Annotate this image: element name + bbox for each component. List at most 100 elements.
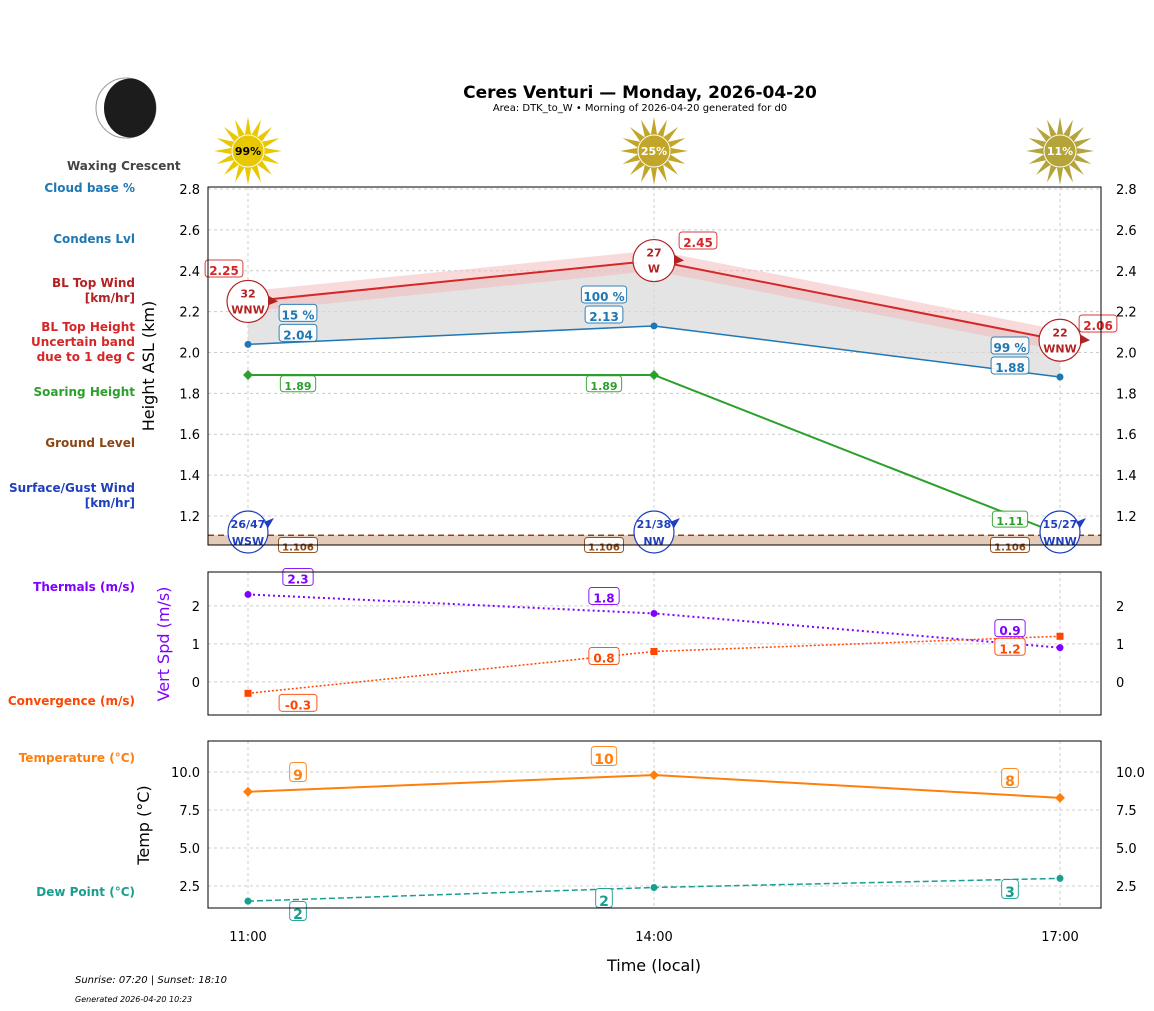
panel-frame (207, 740, 1102, 909)
ground-label: 1.106 (588, 543, 620, 554)
wind-arrow-icon (674, 254, 684, 265)
ground-label: 1.106 (282, 543, 314, 554)
condens-label-box (990, 356, 1030, 375)
surface-wind-dir: WNW (1043, 535, 1076, 548)
convergence-label-box (588, 646, 620, 665)
y-tick-label-right: 2.8 (1116, 183, 1137, 198)
thermals-label: 1.8 (593, 592, 614, 606)
temperature-label: 9 (293, 768, 303, 784)
chart-subtitle: Area: DTK_to_W • Morning of 2026-04-20 g… (492, 103, 788, 114)
wind-arrow-icon (264, 518, 274, 528)
soaring-label-box (279, 375, 317, 393)
condens-label-box (584, 305, 624, 324)
y-tick-label-right: 2.5 (1116, 880, 1137, 895)
temperature-label: 10 (594, 752, 614, 768)
thermals-label-box (588, 586, 620, 605)
sun-times: Sunrise: 07:20 | Sunset: 18:10 (75, 975, 228, 986)
soaring-label: 1.89 (284, 380, 311, 393)
left-label: Condens Lvl (53, 232, 135, 246)
bl-top-label: 2.25 (209, 264, 239, 278)
soaring-point (243, 370, 253, 380)
x-tick-label: 14:00 (635, 930, 672, 945)
y-tick-label: 2 (192, 600, 200, 615)
y-tick-label: 2.0 (179, 347, 200, 362)
surface-wind-speed: 15/27 (1043, 518, 1078, 531)
dewpoint-label-box (1001, 879, 1019, 899)
left-label: BL Top Wind [km/hr] (51, 276, 135, 305)
sun-percent: 99% (235, 145, 261, 158)
y-tick-label-right: 1.4 (1116, 469, 1137, 484)
condens-point (650, 322, 658, 330)
dewpoint-point (650, 883, 658, 891)
dewpoint-label: 2 (293, 907, 303, 923)
y-tick-label: 2.8 (179, 183, 200, 198)
cloud-pct-label: 99 % (994, 341, 1027, 355)
thermals-point (650, 609, 658, 617)
y-tick-label-right: 2.2 (1116, 306, 1137, 321)
y-tick-label-right: 7.5 (1116, 804, 1137, 819)
left-label: Thermals (m/s) (33, 580, 135, 594)
chart-title: Ceres Venturi — Monday, 2026-04-20 (463, 83, 817, 103)
cloud-pct-label: 15 % (282, 309, 315, 323)
thermals-label-box (282, 567, 314, 586)
dewpoint-label: 2 (599, 894, 609, 910)
sun-percent: 11% (1047, 145, 1073, 158)
soaring-label-box (991, 510, 1029, 528)
y-tick-label: 7.5 (179, 804, 200, 819)
convergence-label-box (278, 693, 318, 712)
y-tick-label-right: 2.4 (1116, 265, 1137, 280)
wind-arrow-icon (1076, 518, 1086, 528)
y-tick-label: 2.6 (179, 224, 200, 239)
condens-label: 2.13 (589, 310, 619, 324)
convergence-point (650, 647, 658, 655)
cloud-pct-label-box (990, 336, 1030, 355)
y-axis-label: Temp (°C) (134, 785, 153, 865)
condens-label-box (278, 323, 318, 342)
left-label: Soaring Height (33, 385, 136, 399)
thermals-point (1056, 644, 1064, 652)
left-label: Temperature (°C) (18, 751, 135, 765)
soaring-label: 1.89 (590, 380, 617, 393)
convergence-label: 1.2 (999, 642, 1020, 656)
bl-top-label-box (1078, 314, 1118, 333)
y-tick-label: 2.4 (179, 265, 200, 280)
bl-wind-speed: 32 (240, 287, 255, 300)
y-tick-label-right: 0 (1116, 676, 1124, 691)
wind-arrow-icon (268, 295, 278, 306)
thermals-point (244, 590, 252, 598)
left-label: Surface/Gust Wind [km/hr] (9, 481, 135, 510)
soaring-point (649, 370, 659, 380)
generated-time: Generated 2026-04-20 10:23 (75, 995, 193, 1004)
moon-phase-label: Waxing Crescent (67, 159, 181, 173)
surface-wind-dir: WSW (232, 535, 264, 548)
left-label: Cloud base % (44, 181, 135, 195)
sun-percent: 25% (641, 145, 667, 158)
bl-top-label: 2.06 (1083, 319, 1113, 333)
surface-wind-speed: 26/47 (231, 518, 266, 531)
temperature-point (243, 786, 253, 797)
y-tick-label-right: 1.8 (1116, 387, 1137, 402)
dewpoint-point (244, 897, 252, 905)
dewpoint-label-box (289, 901, 307, 921)
soaring-label-box (585, 375, 623, 393)
y-tick-label: 5.0 (179, 842, 200, 857)
condens-point (1056, 373, 1064, 381)
x-axis-label: Time (local) (606, 956, 701, 975)
condens-label: 2.04 (283, 329, 313, 343)
convergence-label-box (994, 637, 1026, 656)
convergence-point (1056, 632, 1064, 640)
bl-wind-speed: 22 (1052, 326, 1067, 339)
thermals-label: 0.9 (999, 624, 1020, 638)
cloud-pct-label-box (278, 303, 318, 322)
y-tick-label-right: 1.6 (1116, 428, 1137, 443)
wind-arrow-icon (1080, 334, 1090, 345)
cloud-pct-label: 100 % (583, 290, 624, 304)
surface-wind-circle (633, 510, 675, 554)
y-tick-label: 2.5 (179, 880, 200, 895)
panel-frame (207, 186, 1102, 546)
y-tick-label-right: 2 (1116, 600, 1124, 615)
y-tick-label: 10.0 (171, 766, 200, 781)
temperature-label-box (1001, 768, 1019, 788)
y-tick-label-right: 5.0 (1116, 842, 1137, 857)
